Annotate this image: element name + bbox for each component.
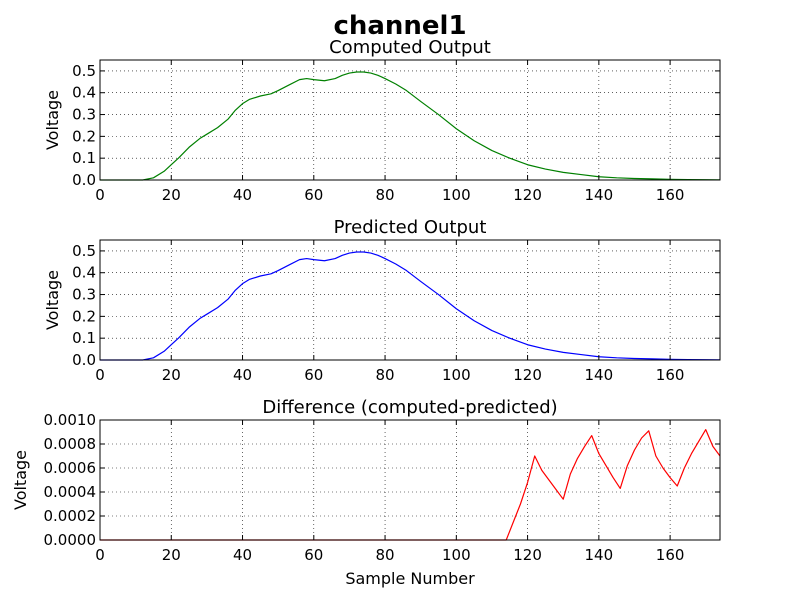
- axes-frame: [99, 239, 721, 361]
- y-tick-label: 0.0008: [44, 435, 97, 453]
- x-tick-label: 80: [376, 186, 395, 204]
- x-tick-label: 0: [95, 186, 105, 204]
- series-line-1: [100, 71, 721, 181]
- x-tick-label: 60: [304, 546, 323, 564]
- y-tick-label: 0.4: [72, 264, 96, 282]
- axes-frame: [99, 59, 721, 181]
- x-tick-label: 100: [442, 186, 471, 204]
- y-tick-label: 0.2: [72, 127, 96, 145]
- y-tick-label: 0.4: [72, 84, 96, 102]
- y-tick-label: 0.3: [72, 286, 96, 304]
- y-axis-label: Voltage: [11, 450, 30, 510]
- panels: 0 20 40 60 80 100 120 140 160 0.0 0.1 0.2 0.3 0.4 0.5 C…: [11, 37, 721, 564]
- y-tick-label: 0.1: [72, 149, 96, 167]
- x-tick-label: 40: [233, 186, 252, 204]
- figure-xlabel: Sample Number: [345, 569, 475, 588]
- y-axis-label: Voltage: [43, 90, 62, 150]
- x-tick-label: 20: [162, 186, 181, 204]
- chart-title: Difference (computed-predicted): [262, 397, 557, 418]
- x-tick-label: 80: [376, 366, 395, 384]
- x-tick-label: 40: [233, 366, 252, 384]
- x-tick-label: 60: [304, 186, 323, 204]
- chart-title: Predicted Output: [334, 217, 487, 238]
- x-tick-label: 100: [442, 366, 471, 384]
- y-tick-label: 0.0002: [44, 507, 97, 525]
- y-tick-label: 0.0006: [44, 459, 97, 477]
- y-tick-label: 0.0: [72, 351, 96, 369]
- x-tick-label: 140: [585, 546, 614, 564]
- x-tick-label: 80: [376, 546, 395, 564]
- y-axis-label: Voltage: [43, 270, 62, 330]
- x-tick-label: 160: [656, 366, 685, 384]
- axes-frame: [99, 419, 721, 541]
- y-tick-label: 0.2: [72, 307, 96, 325]
- x-tick-label: 140: [585, 186, 614, 204]
- plot-area: [100, 420, 720, 540]
- series-line-1: [100, 251, 721, 361]
- chart-panel-2: 0 20 40 60 80 100 120 140 160 0.0 0.1 0.2 0.3 0.4 0.5 P…: [43, 217, 721, 384]
- x-tick-label: 60: [304, 366, 323, 384]
- x-tick-label: 20: [162, 366, 181, 384]
- x-tick-label: 0: [95, 546, 105, 564]
- y-tick-label: 0.0004: [44, 483, 97, 501]
- series-line-1: [100, 429, 721, 541]
- y-tick-label: 0.5: [72, 242, 96, 260]
- figure-title: channel1: [333, 11, 466, 41]
- plot-area: [100, 60, 720, 180]
- y-tick-label: 0.3: [72, 106, 96, 124]
- x-tick-label: 0: [95, 366, 105, 384]
- x-tick-label: 140: [585, 366, 614, 384]
- x-tick-label: 40: [233, 546, 252, 564]
- chart-panel-1: 0 20 40 60 80 100 120 140 160 0.0 0.1 0.2 0.3 0.4 0.5 C…: [43, 37, 721, 204]
- x-tick-label: 120: [513, 366, 542, 384]
- x-tick-label: 120: [513, 546, 542, 564]
- x-tick-label: 100: [442, 546, 471, 564]
- y-tick-label: 0.1: [72, 329, 96, 347]
- chart-panel-3: 0 20 40 60 80 100 120 140 160 0.0000 0.0002 0.0004 0…: [11, 397, 721, 564]
- x-tick-label: 160: [656, 186, 685, 204]
- y-tick-label: 0.0000: [44, 531, 97, 549]
- x-tick-label: 20: [162, 546, 181, 564]
- y-tick-label: 0.5: [72, 62, 96, 80]
- chart-title: Computed Output: [329, 37, 491, 58]
- y-tick-label: 0.0010: [44, 411, 97, 429]
- x-tick-label: 120: [513, 186, 542, 204]
- y-tick-label: 0.0: [72, 171, 96, 189]
- plot-area: [100, 240, 720, 360]
- x-tick-label: 160: [656, 546, 685, 564]
